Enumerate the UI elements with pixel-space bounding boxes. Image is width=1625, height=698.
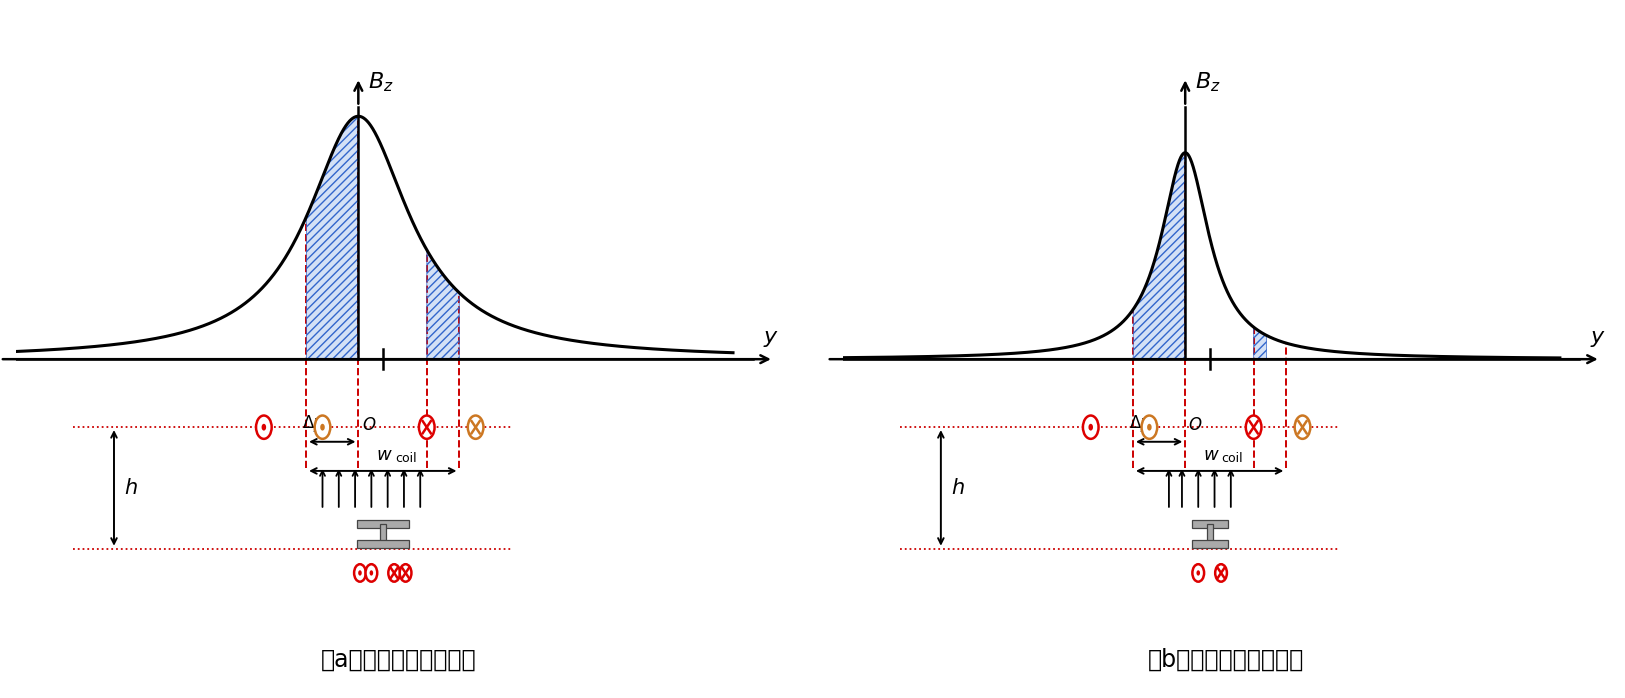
Bar xyxy=(358,540,410,548)
Circle shape xyxy=(388,564,400,581)
Circle shape xyxy=(1089,424,1094,431)
Text: coil: coil xyxy=(1222,452,1243,465)
Circle shape xyxy=(354,564,366,581)
Text: $y$: $y$ xyxy=(1589,329,1606,350)
Circle shape xyxy=(320,424,325,431)
Text: $O$: $O$ xyxy=(362,417,375,434)
Text: $O$: $O$ xyxy=(1188,417,1202,434)
Circle shape xyxy=(262,424,266,431)
Circle shape xyxy=(1216,564,1227,581)
Text: $B_z$: $B_z$ xyxy=(1194,70,1220,94)
Bar xyxy=(380,524,385,544)
Bar xyxy=(1206,524,1212,544)
Circle shape xyxy=(400,564,411,581)
Text: $w$: $w$ xyxy=(375,445,393,463)
Circle shape xyxy=(369,570,374,576)
Text: $h$: $h$ xyxy=(951,478,965,498)
Circle shape xyxy=(419,415,434,439)
Text: $w$: $w$ xyxy=(1202,445,1220,463)
Text: $\Delta y$: $\Delta y$ xyxy=(302,413,325,434)
Circle shape xyxy=(1193,564,1204,581)
Text: $B_z$: $B_z$ xyxy=(369,70,393,94)
Text: $h$: $h$ xyxy=(124,478,138,498)
Circle shape xyxy=(1082,415,1098,439)
Bar xyxy=(1191,540,1227,548)
Circle shape xyxy=(1246,415,1261,439)
Text: $y$: $y$ xyxy=(762,329,778,350)
Bar xyxy=(1191,521,1227,528)
Circle shape xyxy=(1147,424,1152,431)
Circle shape xyxy=(366,564,377,581)
Circle shape xyxy=(257,415,271,439)
Circle shape xyxy=(1295,415,1310,439)
Circle shape xyxy=(1196,570,1199,576)
Text: $\Delta y$: $\Delta y$ xyxy=(1129,413,1152,434)
Bar xyxy=(358,521,410,528)
Circle shape xyxy=(315,415,330,439)
Circle shape xyxy=(468,415,484,439)
Text: （a）宽发射端供电轨道: （a）宽发射端供电轨道 xyxy=(322,647,476,671)
Circle shape xyxy=(358,570,362,576)
Text: coil: coil xyxy=(395,452,416,465)
Text: （b）窄发射端供电轨道: （b）窄发射端供电轨道 xyxy=(1147,647,1303,671)
Circle shape xyxy=(1141,415,1157,439)
